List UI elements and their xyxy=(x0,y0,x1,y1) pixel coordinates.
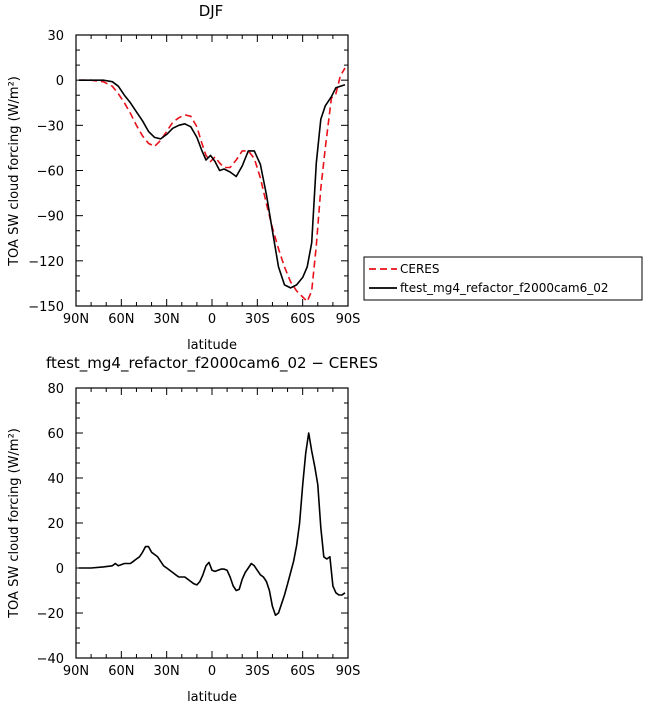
bottom-series-line-0 xyxy=(79,432,346,617)
top-series-line-1 xyxy=(79,79,346,289)
legend-label-ceres: CERES xyxy=(400,262,440,276)
top-y-tick-label: −90 xyxy=(37,210,64,225)
top-y-tick-label: −60 xyxy=(37,165,64,180)
top-x-tick-label: 90S xyxy=(336,312,361,327)
top-y-axis-title: TOA SW cloud forcing (W/m²) xyxy=(7,76,22,267)
legend-label-model: ftest_mg4_refactor_f2000cam6_02 xyxy=(400,281,609,295)
legend: CERES ftest_mg4_refactor_f2000cam6_02 xyxy=(363,256,643,301)
top-series-line-0 xyxy=(79,67,346,303)
top-axis-ticks: 90N 60N 30N 0 30S 60S 90S −150 −120 −90 −60 −30 0 30 xyxy=(28,29,360,327)
bottom-x-axis-title: latitude xyxy=(187,690,237,705)
top-x-tick-label: 60S xyxy=(290,312,315,327)
bottom-x-tick-label: 90N xyxy=(63,664,89,679)
top-chart-panel: DJF 90N 60N 30N 0 30S 60S 90S −150 −120 −90 −60 −30… xyxy=(7,2,360,353)
bottom-y-tick-label: 80 xyxy=(47,382,64,397)
bottom-y-tick-label: 60 xyxy=(47,427,64,442)
bottom-y-tick-label: 20 xyxy=(47,517,64,532)
bottom-axis-ticks: 90N 60N 30N 0 30S 60S 90S −40 −20 0 20 40 60 80 xyxy=(37,382,361,679)
bottom-chart-title: ftest_mg4_refactor_f2000cam6_02 − CERES xyxy=(46,354,378,373)
bottom-x-tick-label: 30S xyxy=(245,664,270,679)
top-x-tick-label: 90N xyxy=(63,312,89,327)
legend-box xyxy=(363,256,643,301)
bottom-series-group xyxy=(79,432,346,617)
top-x-tick-label: 30S xyxy=(245,312,270,327)
top-x-axis-title: latitude xyxy=(187,338,237,353)
top-y-tick-label: 30 xyxy=(47,29,64,44)
bottom-x-tick-label: 60N xyxy=(108,664,134,679)
top-series-group xyxy=(79,67,346,303)
bottom-y-axis-title: TOA SW cloud forcing (W/m²) xyxy=(7,428,22,619)
bottom-y-tick-label: 40 xyxy=(47,472,64,487)
top-y-tick-label: −30 xyxy=(37,119,64,134)
bottom-y-tick-label: −20 xyxy=(37,607,64,622)
bottom-x-tick-label: 60S xyxy=(290,664,315,679)
bottom-x-tick-label: 0 xyxy=(208,664,216,679)
bottom-plot-frame xyxy=(75,387,349,659)
bottom-y-tick-label: −40 xyxy=(37,652,64,667)
top-y-tick-label: −120 xyxy=(28,255,64,270)
top-x-tick-label: 0 xyxy=(208,312,216,327)
bottom-x-tick-label: 30N xyxy=(154,664,180,679)
bottom-y-tick-label: 0 xyxy=(56,562,64,577)
top-y-tick-label: −150 xyxy=(28,300,64,315)
top-x-tick-label: 30N xyxy=(154,312,180,327)
top-y-tick-label: 0 xyxy=(56,74,64,89)
bottom-x-tick-label: 90S xyxy=(336,664,361,679)
top-chart-title: DJF xyxy=(199,2,224,20)
top-x-tick-label: 60N xyxy=(108,312,134,327)
bottom-chart-panel: ftest_mg4_refactor_f2000cam6_02 − CERES … xyxy=(7,354,378,705)
